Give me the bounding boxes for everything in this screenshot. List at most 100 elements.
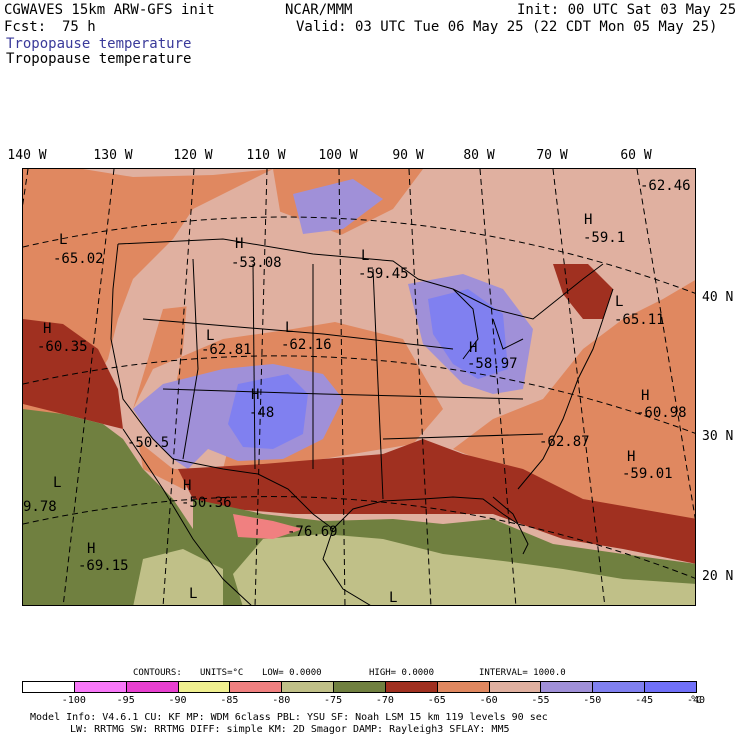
value-label-11: -48 (249, 405, 275, 421)
field-region-red-south (178, 439, 695, 564)
colorbar-label: -50 (583, 695, 602, 706)
colorbar-label: -100 (61, 695, 86, 706)
value-label-19: -69.15 (78, 558, 129, 574)
pressure-label-6: L (615, 294, 624, 310)
colorbar-label: -60 (479, 695, 498, 706)
value-label-2: -53.08 (231, 255, 282, 271)
lat-label-20n: 20 N (702, 569, 734, 584)
colorbar-label: -95 (116, 695, 135, 706)
lon-label-120w: 120 W (173, 148, 213, 163)
pressure-label-15: H (627, 449, 636, 465)
value-label-9: -62.16 (281, 337, 332, 353)
lon-label-110w: 110 W (246, 148, 286, 163)
organization: NCAR/MMM (285, 2, 353, 18)
model-info-line1: Model Info: V4.6.1 CU: KF MP: WDM 6class… (30, 712, 548, 723)
pressure-label-11: H (251, 387, 260, 403)
value-label-7: -60.35 (37, 339, 88, 355)
mexico-east-coast (322, 528, 371, 605)
colorbar-label: -80 (272, 695, 291, 706)
model-info-line2: LW: RRTMG SW: RRTMG DIFF: simple KM: 2D … (70, 724, 510, 735)
colorbar-label: -70 (375, 695, 394, 706)
lon-label-100w: 100 W (318, 148, 358, 163)
lon-label-130w: 130 W (93, 148, 133, 163)
value-label-1: -65.02 (53, 251, 104, 267)
state-line-d (372, 268, 384, 500)
value-label-13: -60.98 (636, 405, 687, 421)
value-label-18: -76.69 (287, 524, 338, 540)
forecast-label: Fcst: (4, 19, 47, 35)
pressure-label-19: H (87, 541, 96, 557)
political-boundaries (110, 238, 614, 605)
pressure-label-8: L (206, 328, 215, 344)
lat-label-30n: 30 N (702, 429, 734, 444)
field-name-primary: Tropopause temperature (6, 36, 192, 52)
value-label-15: -59.01 (622, 466, 673, 482)
pressure-label-20: L (389, 590, 398, 606)
colorbar-swatch (436, 681, 490, 693)
lon-label-140w: 140 W (7, 148, 47, 163)
value-label-4: -62.46 (640, 178, 691, 194)
value-label-5: -59.1 (583, 230, 626, 246)
lon-label-70w: 70 W (536, 148, 568, 163)
parallel-20n (23, 496, 695, 579)
colorbar-label: -45 (635, 695, 654, 706)
parallel-40n (23, 216, 695, 294)
contours-low: LOW= 0.0000 (262, 668, 322, 678)
pressure-label-9: L (285, 320, 294, 336)
field-region-red-maine (553, 264, 613, 319)
colorbar-swatch (488, 681, 542, 693)
colorbar-label: -55 (531, 695, 550, 706)
contours-high: HIGH= 0.0000 (369, 668, 435, 678)
colorbar-swatch (333, 681, 386, 693)
pressure-label-3: L (361, 248, 370, 264)
pressure-label-21: L (189, 586, 198, 602)
value-label-17: 9.78 (23, 499, 57, 515)
colorbar-swatch (229, 681, 283, 693)
colorbar-unit: °C (689, 695, 703, 706)
state-line-g (382, 433, 544, 440)
meridian-120w (162, 169, 195, 605)
florida (492, 496, 529, 555)
colorbar-swatch (22, 681, 75, 693)
mexico-coast (122, 428, 252, 605)
meridian-70w (552, 169, 606, 605)
field-region-purple-north (293, 179, 383, 234)
state-line-b (252, 263, 256, 470)
pressure-label-2: H (235, 236, 244, 252)
pressure-label-5: H (584, 212, 593, 228)
colorbar-swatch (177, 681, 231, 693)
value-label-6: -65.11 (614, 312, 665, 328)
gulf-coast (332, 496, 519, 530)
pressure-label-7: H (43, 321, 52, 337)
pressure-label-10: H (469, 340, 478, 356)
colorbar-label: -40 (686, 695, 706, 706)
lon-label-90w: 90 W (392, 148, 424, 163)
value-label-10: -58.97 (467, 356, 518, 372)
colorbar-label: -65 (427, 695, 446, 706)
meridian-90w (408, 169, 432, 605)
colorbar-label: -75 (324, 695, 343, 706)
valid-time: Valid: 03 UTC Tue 06 May 25 (22 CDT Mon … (296, 19, 718, 35)
init-time: Init: 00 UTC Sat 03 May 25 (517, 2, 737, 18)
us-canada-border (117, 238, 604, 320)
pressure-label-1: L (59, 232, 68, 248)
value-label-16: -50.36 (181, 495, 232, 511)
east-coast (517, 288, 614, 490)
model-title: CGWAVES 15km ARW-GFS init (4, 2, 215, 18)
value-label-3: -59.45 (358, 266, 409, 282)
meridian-60w (636, 169, 695, 521)
colorbar-swatch (592, 681, 646, 693)
great-lakes (452, 288, 524, 360)
lon-label-60w: 60 W (620, 148, 652, 163)
colorbar-swatch (125, 681, 179, 693)
colorbar-swatch (644, 681, 697, 693)
state-line-e (142, 318, 454, 350)
forecast-hour: 75 h (62, 19, 96, 35)
us-mexico-border (172, 458, 334, 530)
colorbar-swatch (281, 681, 335, 693)
lat-label-40n: 40 N (702, 290, 734, 305)
contours-interval: INTERVAL= 1000.0 (479, 668, 566, 678)
meridian-110w (254, 169, 268, 605)
pressure-label-13: H (641, 388, 650, 404)
state-line-a (182, 258, 199, 460)
